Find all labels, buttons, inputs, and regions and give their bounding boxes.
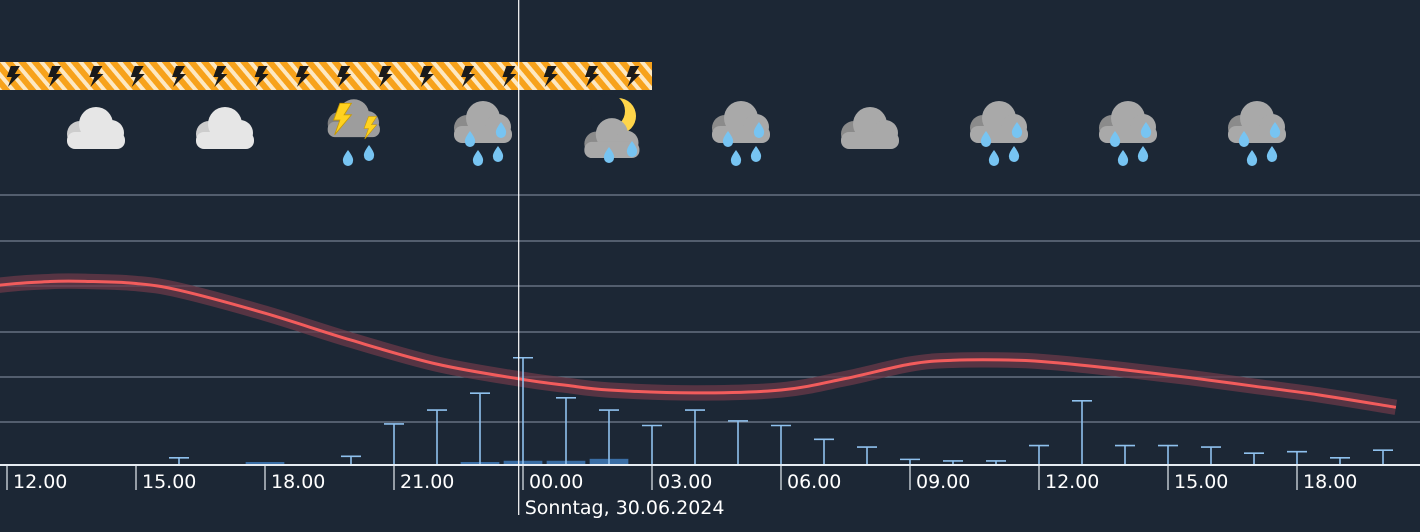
x-tick-label: 06.00 [787,471,841,493]
x-tick-label: 00.00 [529,471,583,493]
precipitation-range-whisker [986,460,1006,464]
x-tick-label: 15.00 [142,471,196,493]
precipitation-range-whisker [470,392,490,464]
precipitation-range-whisker [814,438,834,464]
rain-cloud-icon [712,101,770,166]
cloud-icon [67,107,125,149]
precipitation-range-whisker [427,409,447,464]
lightning-icon [419,66,434,87]
precipitation-range-whisker [1158,444,1178,464]
precipitation-range-whisker [384,423,404,464]
lightning-icon [626,66,641,87]
x-tick-label: 03.00 [658,471,712,493]
precipitation-range-whisker [943,460,963,464]
date-label: Sonntag, 30.06.2024 [525,497,725,519]
temperature-series [0,273,1398,415]
temperature-line [0,279,1397,409]
precipitation-range-whisker [728,420,748,464]
precipitation-range-whisker [1373,449,1393,464]
current-time-marker: Sonntag, 30.06.2024 [518,0,725,519]
precipitation-range-whisker [1287,450,1307,464]
precipitation-series [169,356,1393,464]
precipitation-range-whisker [513,356,533,464]
x-tick-label: 09.00 [916,471,970,493]
x-tick-label: 18.00 [1303,471,1357,493]
time-axis: 12.00 15.00 18.00 21.00 00.00 03.00 06.00 09.00… [0,464,1420,493]
lightning-icon [585,66,599,87]
rain-cloud-icon [1099,101,1157,166]
lightning-icon [502,66,517,87]
precipitation-range-whisker [642,424,662,464]
grid-lines [0,194,1420,423]
x-tick-label: 12.00 [1045,471,1099,493]
lightning-icon [213,66,228,87]
precipitation-range-whisker [599,409,619,464]
precipitation-range-whisker [857,446,877,464]
x-tick-label: 18.00 [271,471,325,493]
precipitation-range-whisker [900,458,920,464]
precipitation-range-whisker [556,396,576,464]
precipitation-range-whisker [1201,446,1221,464]
rain-cloud-icon [454,101,512,166]
precipitation-range-whisker [1115,444,1135,464]
rain-cloud-icon [1228,101,1286,166]
x-tick-label: 12.00 [13,471,67,493]
lightning-icon [6,66,21,87]
precipitation-range-whisker [169,457,189,464]
lightning-icon [337,66,352,87]
precipitation-range-whisker [341,455,361,464]
lightning-icon [254,66,269,87]
moon-cloud-rain-icon [584,94,640,163]
warning-stripes [0,62,652,90]
lightning-icon [172,66,186,87]
precipitation-range-whisker [771,424,791,464]
lightning-icon [48,66,63,87]
temperature-range-band [0,273,1398,415]
weather-icon-row [67,94,1286,166]
precipitation-range-whisker [1072,400,1092,464]
lightning-icon [461,66,476,87]
precipitation-range-whisker [1029,444,1049,464]
precipitation-range-whisker [1244,452,1264,464]
lightning-icon [378,66,393,87]
lightning-icon [130,66,145,87]
precipitation-bar [245,462,285,464]
lightning-icon [543,66,558,87]
x-tick-label: 15.00 [1174,471,1228,493]
precipitation-range-whisker [685,409,705,464]
rain-cloud-icon [970,101,1028,166]
thunderstorm-rain-icon [327,99,380,166]
cloud-icon [841,107,899,149]
lightning-icon [295,66,310,87]
lightning-icon [89,66,104,87]
precipitation-range-whisker [1330,457,1350,464]
cloud-icon [196,107,254,149]
x-tick-label: 21.00 [400,471,454,493]
thunderstorm-warning-bar [0,62,652,90]
